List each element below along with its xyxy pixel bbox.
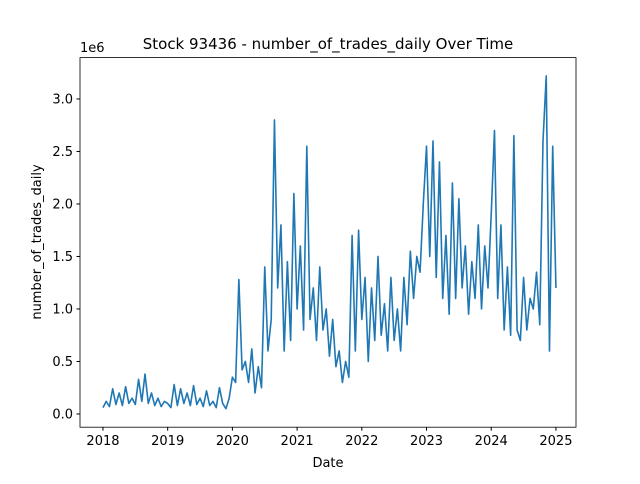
y-tick-label: 2.5 (52, 145, 73, 160)
x-tick-label: 2021 (281, 434, 314, 449)
y-tick-label: 1.0 (52, 302, 73, 317)
x-tick-label: 2018 (86, 434, 119, 449)
y-tick-label: 1.5 (52, 250, 73, 265)
x-tick-label: 2022 (345, 434, 378, 449)
y-tick-label: 2.0 (52, 197, 73, 212)
y-tick-label: 0.0 (52, 407, 73, 422)
y-tick-label: 3.0 (52, 92, 73, 107)
y-offset-label: 1e6 (80, 41, 105, 56)
y-tick-label: 0.5 (52, 355, 73, 370)
x-axis-label: Date (312, 456, 343, 471)
x-tick-label: 2020 (216, 434, 249, 449)
x-tick-label: 2019 (151, 434, 184, 449)
x-tick-label: 2023 (410, 434, 443, 449)
y-axis-label: number_of_trades_daily (30, 164, 45, 320)
plot-frame (79, 57, 577, 428)
chart-title: Stock 93436 - number_of_trades_daily Ove… (143, 35, 514, 54)
x-tick-label: 2025 (539, 434, 572, 449)
x-tick-label: 2024 (475, 434, 508, 449)
line-series (102, 75, 557, 410)
